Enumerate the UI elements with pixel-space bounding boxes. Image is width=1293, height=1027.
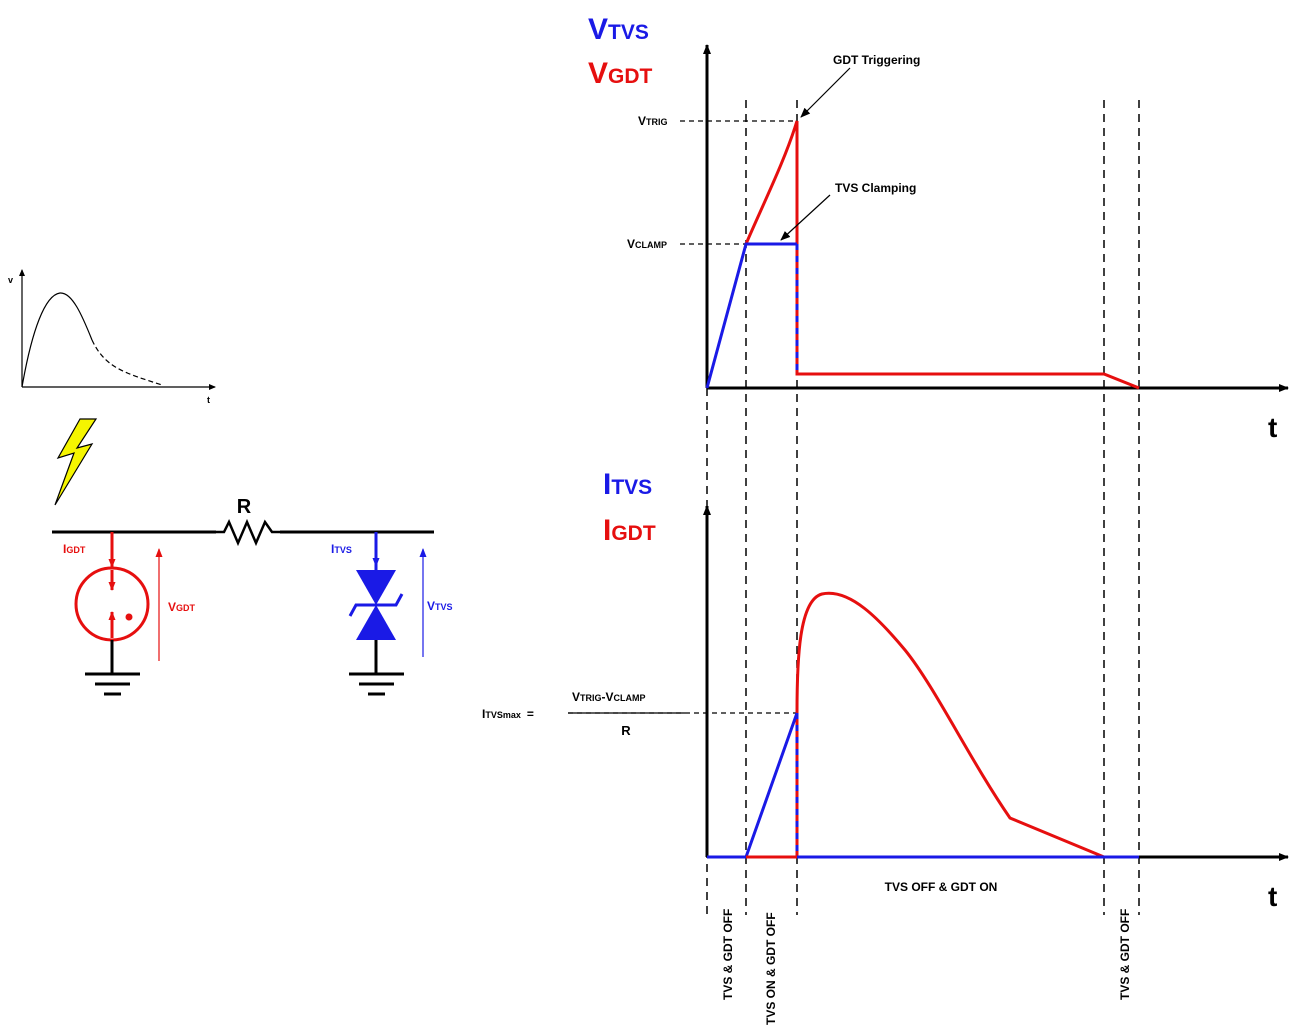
itvsmax-numerator: VTRIG-VCLAMP: [572, 690, 646, 704]
inset-v-label: v: [8, 275, 13, 285]
trigger-annotation-arrow: [800, 67, 851, 118]
clamp-annotation-arrow: [780, 194, 831, 241]
phase-label-1: TVS & GDT OFF: [721, 909, 735, 1000]
vgdt-axis-label: VGDT: [588, 57, 653, 90]
igdt-trace: [746, 591, 1105, 859]
igdt-label: IGDT: [63, 542, 86, 556]
phase-dividers: [706, 100, 1140, 915]
itvs-trace: [707, 712, 799, 859]
itvsmax-label: ITVSmax =: [482, 707, 534, 721]
vgdt-trace: [744, 120, 1140, 390]
itvs-axis-label: ITVS: [603, 468, 652, 501]
tvs-diode-upper: [356, 570, 396, 605]
itvsmax-denominator: R: [621, 723, 631, 738]
vgdt-label: VGDT: [168, 600, 196, 614]
voltage-t-label: t: [1268, 412, 1277, 443]
current-plot: t ITVS IGDT ITVSmax = VTRIG-VCLAMP R TVS …: [482, 468, 1289, 912]
vtrig-label: VTRIG: [638, 114, 668, 128]
phase-label-3: TVS & GDT OFF: [1118, 909, 1132, 1000]
resistor-symbol: [216, 518, 280, 547]
circuit: R IGDT VGDT ITVS VTVS: [52, 496, 453, 696]
surge-waveform-inset: v t: [8, 269, 216, 405]
inset-pulse-tail: [91, 339, 163, 386]
igdt-axis-label: IGDT: [603, 514, 656, 547]
inset-pulse-rise: [21, 292, 93, 388]
clamp-annotation: TVS Clamping: [835, 181, 916, 195]
inset-t-label: t: [207, 395, 210, 405]
vtvs-label: VTVS: [427, 599, 453, 613]
gdt-gas-dot: [125, 613, 133, 621]
vtvs-trace: [705, 242, 797, 389]
current-t-label: t: [1268, 881, 1277, 912]
vtvs-axis-label: VTVS: [588, 13, 649, 46]
lightning-bolt-icon: [54, 418, 98, 506]
voltage-plot: t VTVS VGDT VTRIG VCLAMP GDT Triggering …: [588, 13, 1289, 443]
resistor-label: R: [237, 496, 252, 518]
trigger-annotation: GDT Triggering: [833, 53, 920, 67]
phase-label-2: TVS ON & GDT OFF: [764, 912, 778, 1025]
tvs-diode-lower: [356, 605, 396, 640]
phase-gdt-on-label: TVS OFF & GDT ON: [885, 880, 998, 894]
itvs-label: ITVS: [331, 542, 352, 556]
vclamp-label: VCLAMP: [627, 237, 667, 251]
tvs-zener-bar: [348, 593, 404, 617]
